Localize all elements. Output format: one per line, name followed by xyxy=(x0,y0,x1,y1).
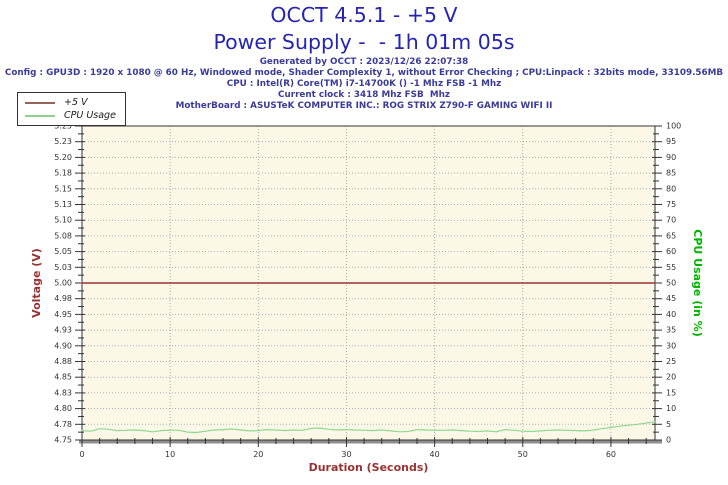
svg-text:4.85: 4.85 xyxy=(54,373,72,382)
svg-text:50: 50 xyxy=(666,279,676,288)
svg-text:4.90: 4.90 xyxy=(54,341,72,350)
svg-text:20: 20 xyxy=(253,450,263,459)
svg-text:40: 40 xyxy=(430,450,440,459)
legend-item-cpu-usage: CPU Usage xyxy=(25,109,116,122)
svg-text:10: 10 xyxy=(165,450,175,459)
svg-text:4.88: 4.88 xyxy=(54,357,72,366)
axis-tick-labels: 5.25 5.23 5.20 5.18 5.15 5.13 5.10 5.08 5.05 5.03… xyxy=(54,122,681,460)
cpu-line: CPU : Intel(R) Core(TM) i7-14700K () -1 … xyxy=(226,79,502,89)
generated-line: Generated by OCCT : 2023/12/26 22:07:38 xyxy=(259,57,469,67)
svg-text:75: 75 xyxy=(666,200,676,209)
svg-text:70: 70 xyxy=(666,216,676,225)
svg-text:5.13: 5.13 xyxy=(54,200,72,209)
voltage-line-swatch xyxy=(25,101,55,104)
svg-text:0: 0 xyxy=(79,450,84,459)
svg-text:85: 85 xyxy=(666,169,676,178)
svg-text:5.18: 5.18 xyxy=(54,169,72,178)
cpu-usage-line-swatch xyxy=(25,114,55,117)
svg-text:5.15: 5.15 xyxy=(54,184,72,193)
svg-text:80: 80 xyxy=(666,184,676,193)
page-subtitle: Power Supply - - 1h 01m 05s xyxy=(213,30,515,54)
svg-text:4.78: 4.78 xyxy=(54,420,72,429)
svg-text:4.93: 4.93 xyxy=(54,326,72,335)
svg-text:5.00: 5.00 xyxy=(54,279,72,288)
y-axis-left-title: Voltage (V) xyxy=(30,248,43,318)
svg-text:5: 5 xyxy=(666,420,671,429)
svg-text:60: 60 xyxy=(606,450,616,459)
svg-text:5.23: 5.23 xyxy=(54,137,72,146)
svg-text:100: 100 xyxy=(666,122,681,131)
svg-text:0: 0 xyxy=(666,436,671,445)
svg-text:5.03: 5.03 xyxy=(54,263,72,272)
svg-text:5.08: 5.08 xyxy=(54,231,72,240)
svg-text:4.95: 4.95 xyxy=(54,310,72,319)
svg-text:20: 20 xyxy=(666,373,676,382)
legend-label-cpu-usage: CPU Usage xyxy=(64,110,116,121)
svg-text:35: 35 xyxy=(666,326,676,335)
svg-text:30: 30 xyxy=(666,341,676,350)
svg-text:60: 60 xyxy=(666,247,676,256)
svg-text:5.25: 5.25 xyxy=(54,122,72,131)
page-title: OCCT 4.5.1 - +5 V xyxy=(270,3,458,27)
svg-text:5.20: 5.20 xyxy=(54,153,72,162)
svg-text:65: 65 xyxy=(666,231,676,240)
svg-text:45: 45 xyxy=(666,294,676,303)
svg-text:4.80: 4.80 xyxy=(54,404,72,413)
chart-svg: 5.25 5.23 5.20 5.18 5.15 5.13 5.10 5.08 5.05 5.03… xyxy=(30,122,704,475)
legend-item-voltage: +5 V xyxy=(25,96,116,109)
legend: +5 V CPU Usage xyxy=(17,92,126,126)
svg-text:90: 90 xyxy=(666,153,676,162)
svg-text:95: 95 xyxy=(666,137,676,146)
legend-label-voltage: +5 V xyxy=(64,97,88,108)
current-clock-line: Current clock : 3418 Mhz FSB Mhz xyxy=(278,90,450,100)
config-line: Config : GPU3D : 1920 x 1080 @ 60 Hz, Wi… xyxy=(4,68,724,78)
svg-text:4.75: 4.75 xyxy=(54,436,72,445)
svg-text:10: 10 xyxy=(666,404,676,413)
axis-ticks xyxy=(75,125,662,447)
series-line-cpu-usage xyxy=(81,421,656,434)
svg-text:5.05: 5.05 xyxy=(54,247,72,256)
x-axis-title: Duration (Seconds) xyxy=(309,461,429,474)
svg-text:15: 15 xyxy=(666,388,676,397)
svg-text:5.10: 5.10 xyxy=(54,216,72,225)
svg-text:50: 50 xyxy=(518,450,528,459)
svg-text:55: 55 xyxy=(666,263,676,272)
motherboard-line: MotherBoard : ASUSTeK COMPUTER INC.: ROG… xyxy=(175,101,553,111)
svg-text:25: 25 xyxy=(666,357,676,366)
svg-text:4.83: 4.83 xyxy=(54,388,72,397)
svg-text:30: 30 xyxy=(341,450,351,459)
svg-text:40: 40 xyxy=(666,310,676,319)
y-axis-right-title: CPU Usage (in %) xyxy=(691,229,704,336)
svg-text:4.98: 4.98 xyxy=(54,294,72,303)
